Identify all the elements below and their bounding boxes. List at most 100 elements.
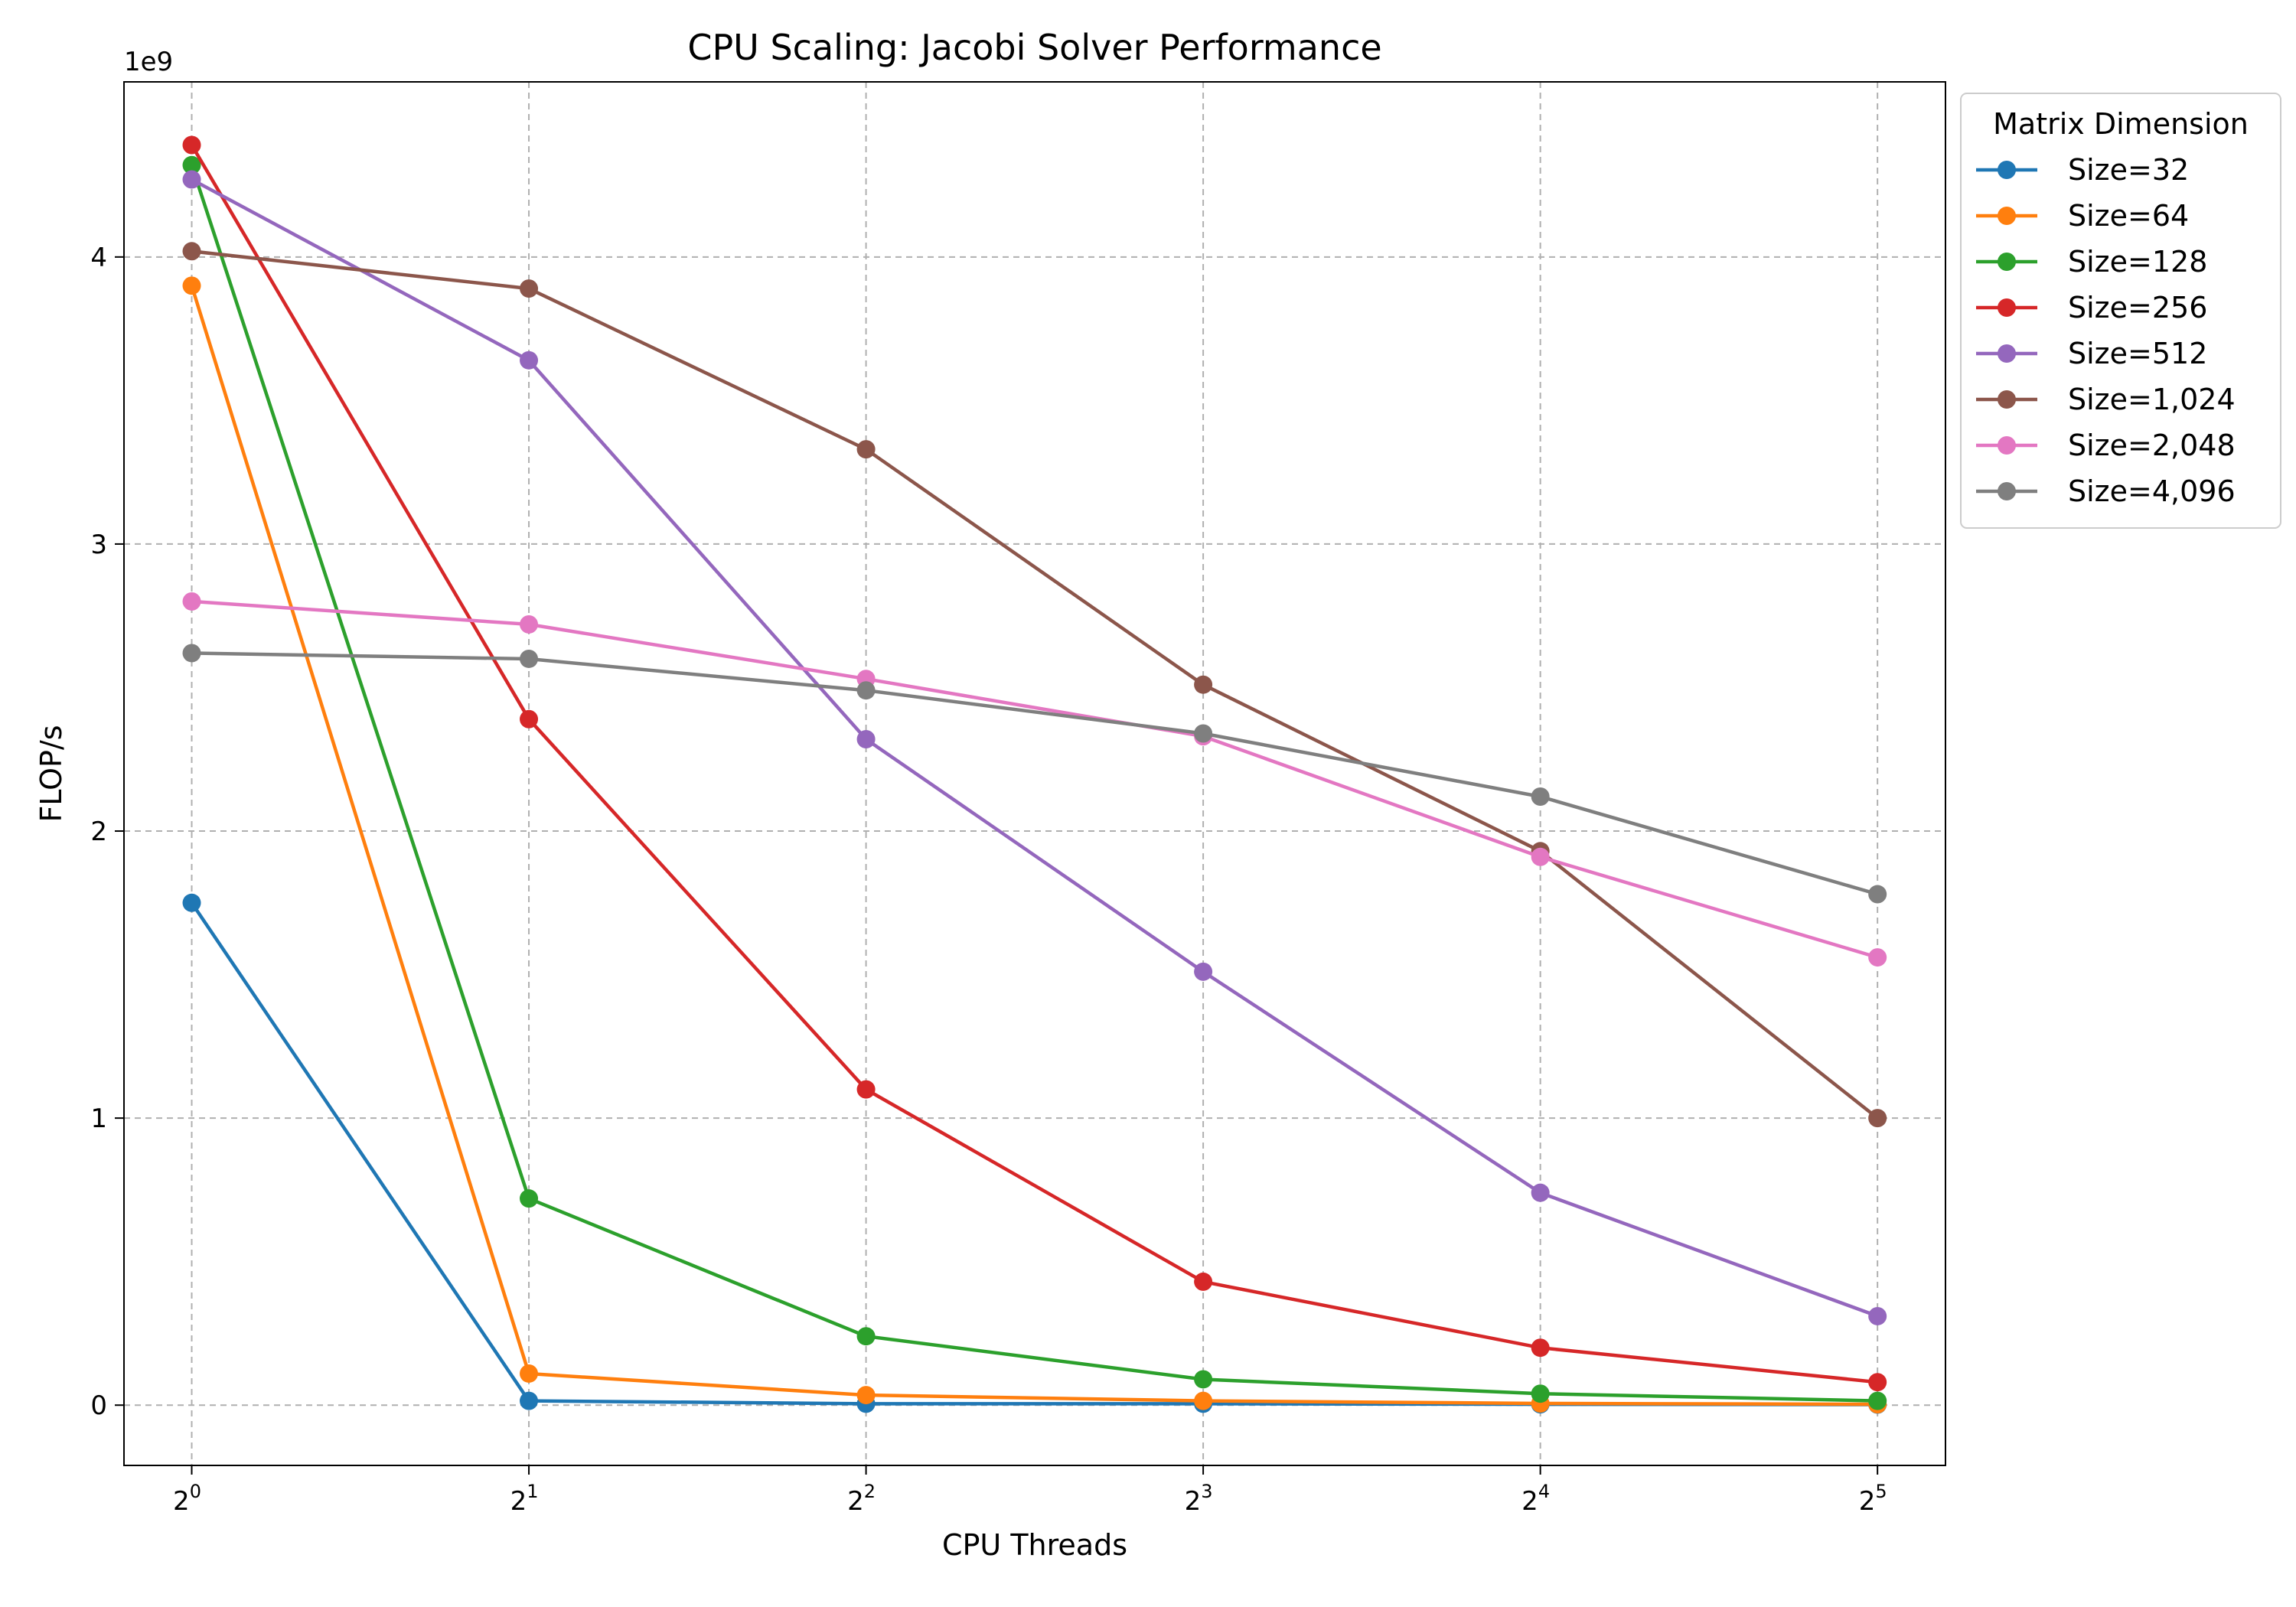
data-point <box>182 893 201 912</box>
x-tick-label: 24 <box>1521 1481 1550 1517</box>
legend-label: Size=32 <box>2068 153 2189 187</box>
data-point <box>182 242 201 261</box>
y-tick-label: 0 <box>90 1390 107 1421</box>
y-axis-label: FLOP/s <box>34 725 68 822</box>
data-point <box>1868 1391 1887 1410</box>
data-point <box>520 1364 539 1383</box>
data-point <box>1868 1109 1887 1128</box>
x-tick-base: 2 <box>1521 1486 1538 1517</box>
series-line <box>191 599 1878 960</box>
legend-box <box>1960 93 2281 529</box>
x-tick-label: 23 <box>1185 1481 1213 1517</box>
legend-item: Size=512 <box>1976 337 2207 370</box>
data-point <box>856 1327 876 1346</box>
data-point <box>1868 948 1887 967</box>
legend-label: Size=1,024 <box>2068 383 2236 416</box>
data-point <box>1531 1183 1550 1202</box>
data-point <box>1531 787 1550 807</box>
y-tick-label: 2 <box>90 817 107 847</box>
x-tick-exponent: 2 <box>864 1481 876 1502</box>
legend-label: Size=128 <box>2068 245 2207 279</box>
x-tick-base: 2 <box>1185 1486 1202 1517</box>
data-point <box>856 1386 876 1405</box>
data-point <box>1868 885 1887 904</box>
data-point <box>1531 1384 1550 1403</box>
legend-marker <box>1998 161 2016 179</box>
x-tick-label: 25 <box>1859 1481 1887 1517</box>
data-point <box>182 155 201 174</box>
x-axis-label: CPU Threads <box>942 1528 1127 1562</box>
x-tick-exponent: 3 <box>1201 1481 1212 1502</box>
data-point <box>520 350 539 370</box>
y-axis-ticks: 0 1 2 3 4 <box>90 243 124 1421</box>
legend-item: Size=32 <box>1976 153 2189 187</box>
plot-frame <box>123 81 1946 1466</box>
series-8 <box>182 644 1887 904</box>
legend-label: Size=4,096 <box>2068 474 2236 508</box>
series-line <box>190 285 1878 1407</box>
data-point <box>182 276 201 295</box>
legend-label: Size=2,048 <box>2068 429 2236 462</box>
series-4 <box>182 135 1887 1392</box>
legend-label: Size=64 <box>2068 199 2189 233</box>
data-point <box>1194 1370 1213 1389</box>
chart-title: CPU Scaling: Jacobi Solver Performance <box>687 27 1381 68</box>
data-point <box>520 614 539 634</box>
data-point <box>856 729 876 748</box>
x-tick-exponent: 0 <box>190 1481 201 1502</box>
x-tick-base: 2 <box>1859 1486 1876 1517</box>
x-tick-label: 20 <box>173 1481 201 1517</box>
x-tick-base: 2 <box>510 1486 527 1517</box>
legend-item: Size=128 <box>1976 245 2207 279</box>
data-point <box>1194 675 1213 694</box>
legend-label: Size=256 <box>2068 291 2207 324</box>
series-5 <box>182 170 1887 1325</box>
data-point <box>1531 847 1550 866</box>
series-line <box>190 144 1878 1384</box>
legend: Matrix Dimension Size=32Size=64Size=128S… <box>1960 93 2281 529</box>
x-tick-exponent: 5 <box>1875 1481 1887 1502</box>
data-point <box>856 440 876 459</box>
x-tick-label: 22 <box>847 1481 876 1517</box>
legend-item: Size=2,048 <box>1976 429 2236 462</box>
data-point <box>1531 1338 1550 1358</box>
legend-item: Size=64 <box>1976 199 2189 233</box>
data-point <box>856 681 876 700</box>
x-tick-base: 2 <box>847 1486 864 1517</box>
legend-item: Size=4,096 <box>1976 474 2236 508</box>
legend-items: Size=32 Size=64 Size=128 Size=256 Size=512 Si… <box>1976 153 2236 508</box>
data-point <box>182 170 201 189</box>
data-point <box>520 1189 539 1208</box>
data-point <box>520 279 539 298</box>
data-point <box>182 135 201 155</box>
data-point <box>856 1080 876 1099</box>
x-tick-base: 2 <box>173 1486 190 1517</box>
legend-item: Size=256 <box>1976 291 2207 324</box>
x-tick-exponent: 1 <box>527 1481 538 1502</box>
data-point <box>1194 1272 1213 1291</box>
data-point <box>1194 1391 1213 1410</box>
series-layer <box>182 135 1887 1414</box>
legend-marker <box>1998 436 2016 455</box>
y-offset-label: 1e9 <box>124 47 173 77</box>
x-tick-label: 21 <box>510 1481 539 1517</box>
y-tick-label: 4 <box>90 243 107 273</box>
legend-marker <box>1998 344 2016 363</box>
legend-marker <box>1998 298 2016 317</box>
data-point <box>1868 1306 1887 1325</box>
legend-marker <box>1998 390 2016 409</box>
series-line <box>191 178 1878 1319</box>
series-line <box>190 165 1878 1403</box>
data-point <box>520 709 539 729</box>
series-2 <box>182 276 1887 1414</box>
data-point <box>1868 1373 1887 1392</box>
data-point <box>520 649 539 668</box>
legend-marker <box>1998 253 2016 271</box>
x-tick-exponent: 4 <box>1538 1481 1550 1502</box>
y-tick-label: 3 <box>90 530 107 560</box>
legend-marker <box>1998 207 2016 225</box>
y-tick-label: 1 <box>90 1103 107 1134</box>
legend-title: Matrix Dimension <box>1993 107 2249 141</box>
